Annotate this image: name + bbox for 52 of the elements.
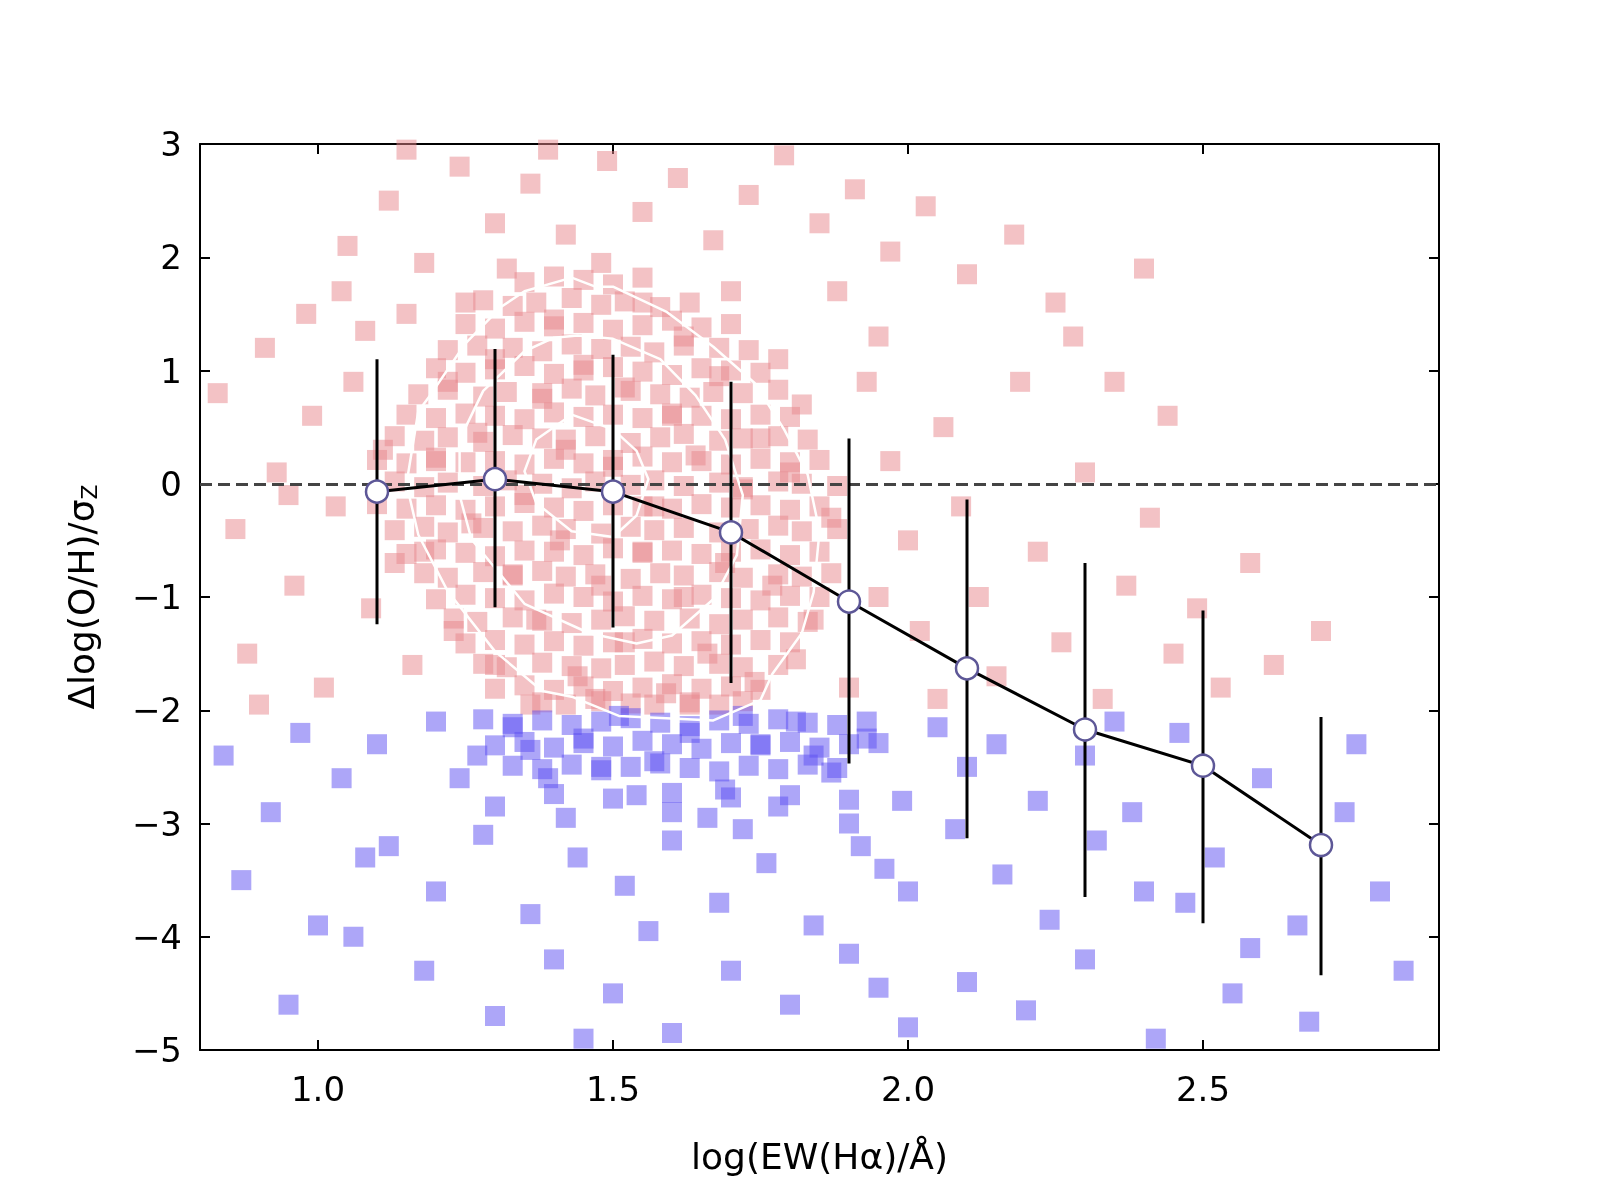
point	[603, 788, 623, 809]
x-tick-label: 1.0	[290, 1069, 346, 1109]
point	[827, 758, 848, 779]
point	[709, 761, 730, 782]
point	[839, 789, 859, 810]
point	[561, 714, 582, 735]
y-tick-label: 0	[160, 463, 182, 504]
point	[662, 734, 682, 755]
y-tick-label: −5	[131, 1030, 182, 1070]
y-tick-label: −4	[131, 916, 182, 957]
point	[591, 760, 612, 781]
point	[591, 711, 612, 732]
point	[573, 733, 594, 754]
point	[827, 714, 848, 735]
point	[721, 733, 741, 754]
point	[532, 710, 553, 731]
point	[738, 713, 759, 734]
point	[868, 733, 889, 754]
point	[502, 713, 523, 734]
point	[738, 755, 759, 776]
y-axis-title: Δlog(O/H)/σZ	[60, 484, 102, 710]
point	[620, 756, 641, 777]
point	[768, 759, 789, 780]
x-tick-label: 2.0	[880, 1069, 936, 1109]
y-tick-label: 3	[160, 124, 182, 164]
point	[679, 758, 700, 779]
point	[632, 730, 653, 751]
point	[662, 782, 682, 803]
y-tick-label: −1	[131, 577, 182, 617]
point	[797, 754, 818, 775]
point	[532, 759, 553, 780]
point	[485, 735, 505, 756]
point	[691, 738, 712, 759]
point	[544, 784, 564, 805]
x-tick-label: 2.5	[1175, 1069, 1231, 1109]
point	[856, 711, 877, 732]
point	[544, 737, 564, 758]
point	[768, 709, 789, 730]
point	[780, 785, 800, 806]
x-axis-title: log(EW(Hα)/Å)	[691, 1134, 948, 1177]
y-tick-label: −3	[131, 803, 182, 844]
point	[780, 731, 800, 752]
point	[809, 737, 830, 758]
point	[603, 736, 623, 757]
point	[502, 755, 523, 776]
point	[650, 753, 671, 774]
y-tick-label: 1	[160, 350, 182, 391]
y-tick-label: −2	[131, 690, 182, 731]
point	[561, 754, 582, 775]
y-tick-label: 2	[160, 237, 182, 278]
x-tick-label: 1.5	[585, 1069, 641, 1109]
point	[473, 709, 494, 730]
